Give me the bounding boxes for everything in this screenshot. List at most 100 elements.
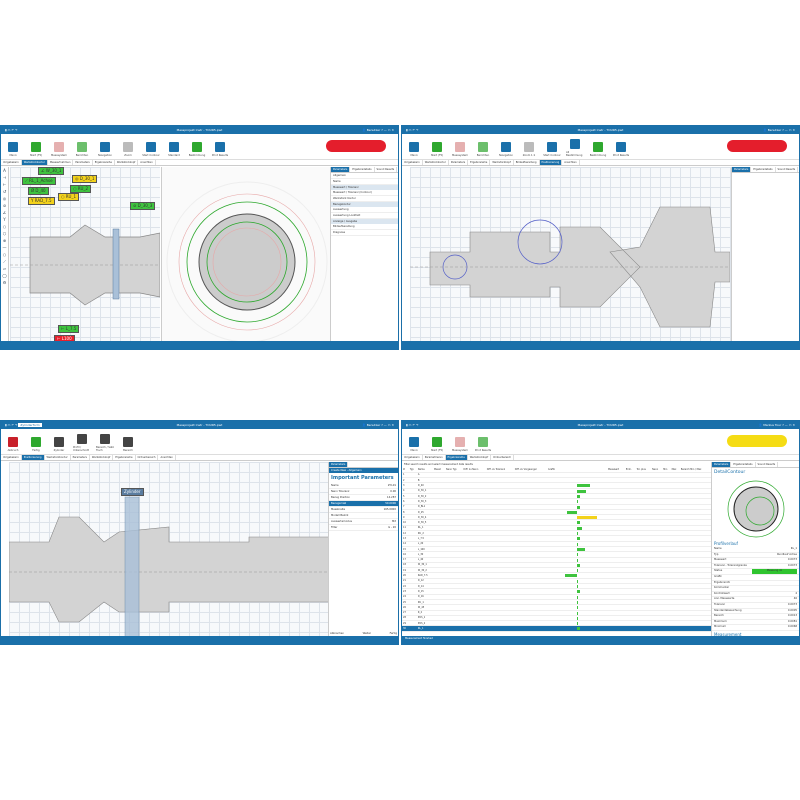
property-section[interactable]: Diagnose: [331, 230, 398, 236]
tab[interactable]: Werkstückkopf: [490, 160, 514, 165]
table-row[interactable]: 14 L_20: [402, 541, 711, 547]
tab[interactable]: Positionierung: [539, 160, 563, 165]
panel-tab[interactable]: Parameters: [732, 167, 752, 172]
table-row[interactable]: 10 D_30_5: [402, 519, 711, 526]
ribbon-button[interactable]: Print Results: [612, 142, 630, 157]
table-row[interactable]: 9 D_30_4: [402, 514, 711, 521]
table-row[interactable]: 3 D_40: [402, 482, 711, 489]
parameter-row[interactable]: Name ZYL01: [329, 484, 398, 489]
column-header[interactable]: Messwert: [607, 467, 625, 473]
table-row[interactable]: 17 L_40: [402, 557, 711, 563]
ribbon-button[interactable]: Start (F5): [27, 142, 45, 157]
window-controls[interactable]: 👤 Markus Tour ? — ▭ ✕: [758, 423, 796, 427]
ribbon-button[interactable]: Fertig: [27, 437, 45, 452]
table-row[interactable]: 4 D_30_1: [402, 488, 711, 495]
ribbon-button[interactable]: Menü: [405, 437, 423, 452]
ribbon-button[interactable]: Messsystem: [451, 142, 469, 157]
parameter-row[interactable]: Auswertemodus Mit: [329, 520, 398, 525]
dimension-tag[interactable]: Y RAD_7.5: [28, 197, 55, 205]
dimension-tag[interactable]: ⟋ RL_1_Achse: [22, 177, 56, 185]
table-row[interactable]: 21 D_12: [402, 578, 711, 585]
dimension-tag[interactable]: ○ RU_1: [58, 193, 80, 201]
dimension-tag[interactable]: ⊘ D_30_3: [130, 202, 156, 210]
column-header[interactable]: Nenn Typ: [445, 467, 463, 473]
tab[interactable]: Ergebnisreihe: [445, 455, 468, 460]
tab[interactable]: Vorgabekern: [1, 160, 22, 165]
results-table[interactable]: # Typ Name Messt Nenn Typ Diff. zu Nenn Diff. …: [402, 467, 711, 632]
property-section[interactable]: Name: [331, 179, 398, 185]
ribbon-button[interactable]: Bestimmung: [589, 142, 607, 157]
panel-tab[interactable]: Ergebnisdetails: [731, 462, 756, 467]
tab[interactable]: Werkstückkopf: [115, 160, 139, 165]
table-row[interactable]: 28 POS_1: [402, 615, 711, 622]
property-section[interactable]: Auswertung: [331, 207, 398, 213]
tab[interactable]: Messaufnahmen: [48, 160, 74, 165]
table-row[interactable]: 26 W_45: [402, 604, 711, 611]
tab[interactable]: Parameters: [71, 455, 90, 460]
window-controls[interactable]: 👤 Benutzer ? — ▭ ✕: [762, 128, 795, 132]
column-header[interactable]: Grafik: [547, 467, 608, 473]
panel-tab[interactable]: Sound Results: [776, 167, 799, 172]
column-header[interactable]: Diff. zu Vorgaenger: [513, 467, 548, 473]
tab[interactable]: Vorgabekern: [1, 455, 22, 460]
parameter-row[interactable]: Modell Bezirk: [329, 513, 398, 519]
ribbon-button[interactable]: Bereich / Satz Tisch: [96, 434, 114, 452]
panel-tab[interactable]: Parameters: [331, 167, 351, 172]
tab[interactable]: Ergebnisreihe: [113, 455, 136, 460]
panel-tab[interactable]: Parameters: [712, 462, 732, 467]
ribbon-button[interactable]: Zoom 1:1: [520, 142, 538, 157]
polar-view[interactable]: [161, 167, 331, 343]
property-section[interactable]: Allgemein: [331, 173, 398, 179]
tool-palette[interactable]: A ⊣ ⊢ ↺ ◎ ⊘ ∠ Y ○ ⬡ ⊕ — ○ ⟋ ▱ ◯ ⚙: [1, 167, 9, 341]
ribbon-button[interactable]: Start Contour: [543, 142, 561, 157]
column-header[interactable]: Diff. zu Toleranz: [485, 467, 514, 473]
footer-button[interactable]: Abbrechen: [330, 632, 344, 635]
property-section[interactable]: Bildaufbereitung: [331, 224, 398, 230]
table-row[interactable]: 8 D_25: [402, 509, 711, 516]
dimension-tag[interactable]: ◎ D_30_1: [72, 175, 98, 183]
parameter-row[interactable]: Nenn Toleranz 0.00: [329, 490, 398, 495]
ribbon-button[interactable]: Berichten: [474, 142, 492, 157]
column-header[interactable]: Nenn: [651, 467, 663, 473]
parameter-row[interactable]: Bezug Position 14.287: [329, 496, 398, 501]
table-row[interactable]: 29 POS_2: [402, 620, 711, 627]
ribbon-button[interactable]: Zoom: [119, 142, 137, 157]
contour-canvas[interactable]: Zylinder: [8, 462, 330, 638]
ribbon-button[interactable]: Print Results: [211, 142, 229, 157]
table-row[interactable]: 7 D_BL1: [402, 504, 711, 510]
table-row[interactable]: 22 D_14: [402, 583, 711, 590]
panel-tab[interactable]: Sound Results: [375, 167, 398, 172]
table-row[interactable]: 19 W_30_2: [402, 567, 711, 574]
footer-button[interactable]: Fertig: [389, 632, 397, 635]
ribbon-button[interactable]: Standard: [165, 142, 183, 157]
tab[interactable]: Parameters: [73, 160, 93, 165]
ribbon-button[interactable]: Abbruch: [4, 437, 22, 452]
table-row[interactable]: 30 RL_1: [402, 625, 711, 632]
ribbon-button[interactable]: Menü: [405, 142, 423, 157]
property-section[interactable]: Auswertung Lookfeld: [331, 213, 398, 219]
tab[interactable]: Ergebnisreihe: [468, 160, 491, 165]
tab[interactable]: Parameters: [449, 160, 469, 165]
table-row[interactable]: 15 L_100: [402, 546, 711, 553]
tab[interactable]: Werkstückkontur: [423, 160, 449, 165]
column-header[interactable]: Name: [416, 467, 433, 473]
context-tab[interactable]: Zylinderform: [18, 423, 42, 427]
table-row[interactable]: 12 RU_2: [402, 530, 711, 537]
ribbon-button[interactable]: Messsystem: [50, 142, 68, 157]
footer-button[interactable]: Weiter: [362, 632, 371, 635]
column-header[interactable]: Einh.: [624, 467, 636, 473]
column-header[interactable]: Messt: [433, 467, 445, 473]
tab[interactable]: Ansichten: [158, 455, 176, 460]
tab[interactable]: Ansichten: [562, 160, 580, 165]
contour-canvas[interactable]: [10, 167, 161, 341]
column-header[interactable]: Diff. zu Nenn: [462, 467, 486, 473]
tab[interactable]: Werkstückkontur: [45, 455, 71, 460]
panel-tab[interactable]: Parameters: [329, 462, 349, 467]
property-section[interactable]: Anzeige / Ausgabe: [331, 219, 398, 224]
tab[interactable]: Werkstückkopf: [468, 455, 492, 460]
column-header[interactable]: Bereich Min / Max: [679, 467, 711, 473]
tab[interactable]: Vorgabekern: [402, 455, 423, 460]
table-row[interactable]: 23 D_15: [402, 588, 711, 595]
property-section[interactable]: Werkstück Kontur: [331, 196, 398, 202]
